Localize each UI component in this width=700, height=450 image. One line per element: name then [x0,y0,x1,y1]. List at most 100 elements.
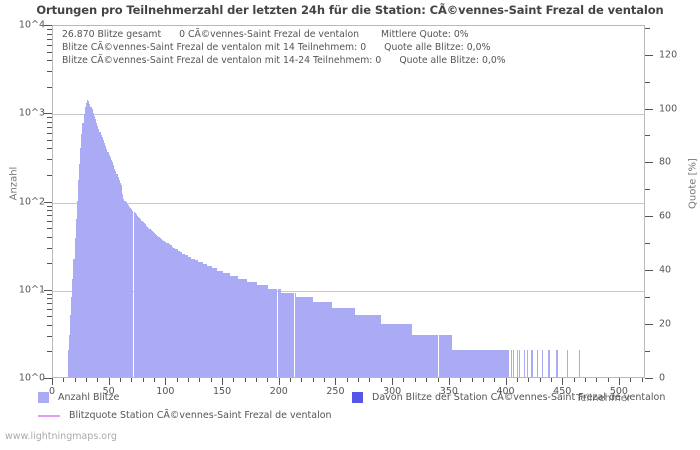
bar [329,302,331,377]
x-axis-tick-label: 100 [156,386,175,397]
bar [455,350,457,377]
bar [198,262,200,377]
y-axis-tick-minor [47,139,52,141]
bar [335,308,337,377]
bar [252,281,254,377]
bar [397,323,399,377]
bar [257,285,259,377]
bar [269,288,271,377]
x-axis-tick-minor [210,378,212,382]
y-axis-tick-minor [47,221,52,223]
bar [352,308,354,377]
x-axis-tick-minor [74,378,76,382]
bar [487,350,489,377]
bar [465,350,467,377]
bar [500,350,502,377]
bar [177,250,179,377]
bar [511,350,513,377]
bar [149,228,151,377]
bar [73,258,75,377]
bar [312,302,314,377]
y-axis-tick-minor [47,132,52,134]
bar [109,157,111,377]
y2-axis-tick-label: 80 [659,156,672,168]
legend-item-anzahl-blitze[interactable]: Anzahl Blitze [38,392,119,403]
y-axis-left-labels: 10^0 10^1 10^2 10^3 10^4 [0,20,45,384]
legend-item-station-blitze[interactable]: Davon Blitze der Station CÃ©vennes-Saint… [352,392,665,403]
x-axis-tick-minor [290,378,292,382]
bar [288,292,290,377]
y-axis-tick-minor [47,126,52,128]
bar [173,247,175,377]
bar [441,334,444,377]
x-axis-tick-label: 500 [609,386,628,397]
bar [108,154,110,377]
bar [178,250,180,377]
bar [380,323,382,377]
bar [486,350,488,377]
bar [169,245,171,377]
bar [184,255,186,377]
bar [233,275,235,377]
bar [344,308,346,377]
y2-axis-tick-minor [645,27,650,29]
legend-swatch-icon [38,392,49,403]
bar [104,142,106,377]
x-axis-tick-minor [142,378,144,382]
y-axis-left-tick-label: 10^1 [18,284,45,296]
bar [209,266,211,377]
bar [246,281,248,377]
y-axis-tick-minor [47,303,52,305]
x-axis-tick-minor [584,378,586,382]
y2-axis-tick-label: 100 [659,103,678,115]
bar [337,308,339,377]
bar [98,128,100,377]
bar [491,350,493,377]
legend-label: Davon Blitze der Station CÃ©vennes-Saint… [372,392,666,403]
y-axis-right-title: Quote [%] [687,158,699,209]
bar [124,200,126,377]
x-axis-tick-minor [86,378,87,382]
bar [416,334,419,377]
y-axis-left-tick-label: 10^0 [18,372,45,384]
bar [76,200,78,377]
bar [294,292,296,377]
y-axis-tick-minor [47,121,52,123]
bar [192,258,194,377]
y-axis-right-ticks [645,25,653,379]
bar [200,262,202,377]
bar [325,302,327,377]
y-axis-right-labels: 0 20 40 60 80 100 120 [659,25,699,383]
bar [90,106,92,377]
bar [461,350,463,377]
bar [155,233,157,377]
bar [328,302,330,377]
bar [279,288,281,377]
x-axis-tick-minor [482,378,484,382]
bar [364,315,366,377]
bar [463,350,465,377]
bar [342,308,344,377]
bar [387,323,389,377]
gridline [53,202,644,204]
bar [410,323,412,377]
bar [159,237,161,377]
bar [452,350,454,377]
bar [334,308,336,377]
bar [100,134,102,377]
bar [345,308,347,377]
bar [350,308,352,377]
bar [402,323,404,377]
x-axis-tick-major [222,378,224,385]
bar [263,285,266,377]
bar [193,258,195,377]
bar [283,292,285,377]
bar [317,302,319,377]
y2-axis-tick-label: 120 [659,49,678,61]
bar [214,268,216,377]
bar [333,308,335,377]
bar [274,288,276,377]
bar [474,350,476,377]
legend-item-blitzquote[interactable]: Blitzquote Station CÃ©vennes-Saint Freza… [38,410,332,421]
bar [96,122,98,377]
